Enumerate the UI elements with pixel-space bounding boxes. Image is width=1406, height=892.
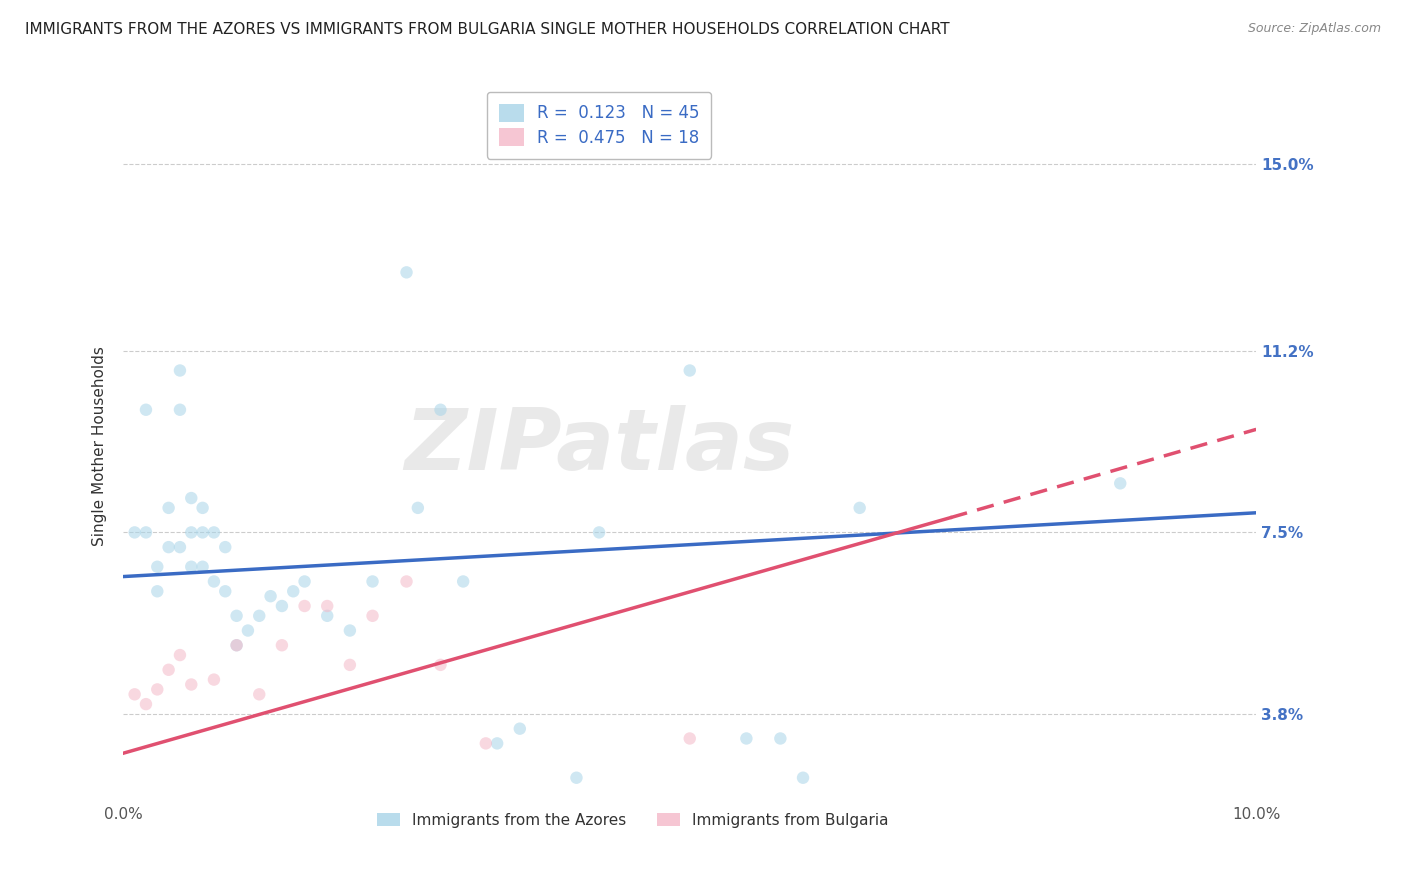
Point [180,559,202,574]
Point [146,584,169,599]
Point [236,624,259,638]
Point [395,265,418,279]
Point [157,540,180,554]
Point [225,608,247,623]
Y-axis label: Single Mother Households: Single Mother Households [93,347,107,547]
Point [565,771,588,785]
Point [294,574,316,589]
Point [135,525,157,540]
Point [157,663,180,677]
Point [169,363,191,377]
Point [509,722,531,736]
Point [247,608,270,623]
Point [588,525,610,540]
Point [735,731,758,746]
Point [202,574,225,589]
Point [259,589,281,603]
Point [769,731,792,746]
Point [225,638,247,652]
Point [247,687,270,701]
Point [146,559,169,574]
Point [339,624,361,638]
Point [395,574,418,589]
Point [361,608,384,623]
Point [406,500,429,515]
Point [191,525,214,540]
Point [157,500,180,515]
Point [124,525,146,540]
Point [361,574,384,589]
Point [146,682,169,697]
Point [169,402,191,417]
Point [191,559,214,574]
Point [180,491,202,505]
Point [124,687,146,701]
Point [679,731,702,746]
Point [486,736,509,750]
Point [169,540,191,554]
Point [294,599,316,613]
Point [339,657,361,672]
Point [214,584,236,599]
Point [271,638,294,652]
Text: IMMIGRANTS FROM THE AZORES VS IMMIGRANTS FROM BULGARIA SINGLE MOTHER HOUSEHOLDS : IMMIGRANTS FROM THE AZORES VS IMMIGRANTS… [25,22,950,37]
Point [191,500,214,515]
Point [848,500,870,515]
Point [475,736,498,750]
Point [316,599,339,613]
Point [283,584,305,599]
Point [135,402,157,417]
Point [202,525,225,540]
Point [271,599,294,613]
Point [451,574,474,589]
Point [169,648,191,662]
Text: ZIPatlas: ZIPatlas [404,405,794,488]
Legend: Immigrants from the Azores, Immigrants from Bulgaria: Immigrants from the Azores, Immigrants f… [371,806,896,834]
Point [180,525,202,540]
Point [202,673,225,687]
Point [180,677,202,691]
Point [225,638,247,652]
Point [679,363,702,377]
Point [316,608,339,623]
Point [1109,476,1132,491]
Point [135,697,157,711]
Text: Source: ZipAtlas.com: Source: ZipAtlas.com [1247,22,1381,36]
Point [792,771,814,785]
Point [214,540,236,554]
Point [429,657,451,672]
Point [429,402,451,417]
